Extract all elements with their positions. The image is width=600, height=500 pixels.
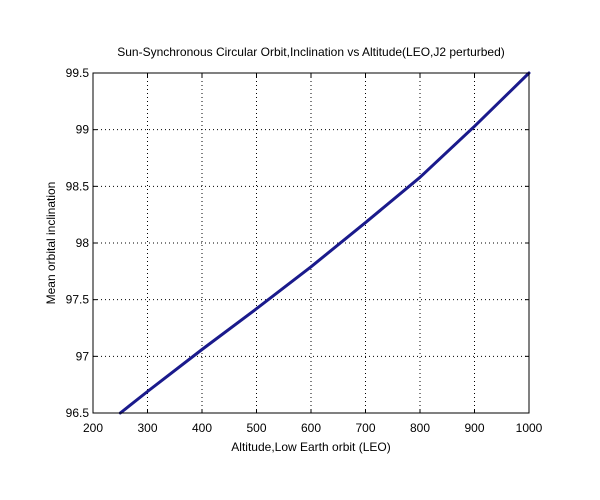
y-tick-label: 97 xyxy=(76,349,90,363)
chart-title: Sun-Synchronous Circular Orbit,Inclinati… xyxy=(117,45,505,59)
y-tick-label: 98.5 xyxy=(66,179,90,193)
x-axis-label: Altitude,Low Earth orbit (LEO) xyxy=(231,440,390,454)
y-tick-label: 98 xyxy=(76,236,90,250)
axis-ticks xyxy=(92,72,530,414)
x-tick-label: 1000 xyxy=(516,421,543,435)
x-tick-label: 700 xyxy=(355,421,375,435)
series-layer xyxy=(118,71,531,415)
y-axis-tick-labels: 96.5 97 97.5 98 98.5 99 99.5 xyxy=(66,66,90,420)
x-tick-label: 600 xyxy=(301,421,321,435)
y-tick-label: 99.5 xyxy=(66,66,90,80)
x-tick-label: 300 xyxy=(137,421,157,435)
x-tick-label: 500 xyxy=(246,421,266,435)
x-axis-tick-labels: 200 300 400 500 600 700 800 900 1000 xyxy=(83,421,543,435)
x-tick-label: 400 xyxy=(192,421,212,435)
x-tick-label: 800 xyxy=(410,421,430,435)
x-tick-label: 200 xyxy=(83,421,103,435)
y-axis-label: Mean orbital inclination xyxy=(44,182,58,305)
x-tick-label: 900 xyxy=(464,421,484,435)
grid-lines xyxy=(93,73,529,413)
y-tick-label: 97.5 xyxy=(66,293,90,307)
series-line xyxy=(118,71,531,415)
y-tick-label: 96.5 xyxy=(66,406,90,420)
y-tick-label: 99 xyxy=(76,123,90,137)
